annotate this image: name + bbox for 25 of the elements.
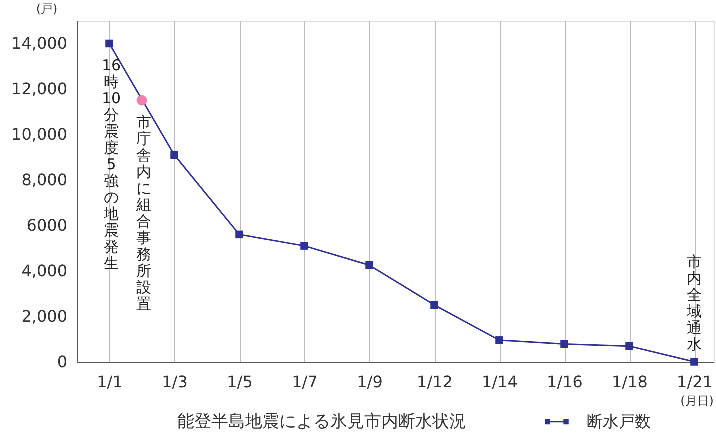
text: 能登半島地震による氷見市内断水状況 xyxy=(178,412,466,432)
y-tick-label: 14,000 xyxy=(12,34,68,54)
x-tick-label: 1/1 xyxy=(97,372,123,392)
x-axis-title: (月日) xyxy=(680,394,714,408)
x-tick-label: 1/3 xyxy=(162,372,188,392)
annotation: 市内全域通水 xyxy=(686,253,702,354)
x-tick-label: 1/5 xyxy=(227,372,253,392)
x-tick-label: 1/18 xyxy=(612,372,648,392)
text: 16時10分震度5強の地震発生 xyxy=(102,56,122,273)
y-tick-label: 0 xyxy=(57,352,68,372)
y-axis-title: (戸) xyxy=(36,2,58,16)
x-tick-label: 1/16 xyxy=(547,372,583,392)
y-tick-label: 12,000 xyxy=(12,80,68,99)
y-tick-label: 10,000 xyxy=(12,125,68,144)
y-tick-label: 8,000 xyxy=(22,170,68,190)
y-tick-label: 2,000 xyxy=(22,307,68,326)
x-tick-label: 1/9 xyxy=(357,372,383,392)
text: 市庁舎内に組合事務所設置 xyxy=(136,114,152,314)
x-tick-label: 1/12 xyxy=(417,372,453,392)
x-tick-label: 1/7 xyxy=(292,372,318,392)
x-tick-label: 1/21 xyxy=(677,372,713,392)
legend-label: 断水戸数 xyxy=(587,412,651,431)
y-tick-label: 4,000 xyxy=(22,262,68,281)
x-tick-label: 1/14 xyxy=(482,372,518,392)
y-tick-label: 6000 xyxy=(26,216,68,236)
